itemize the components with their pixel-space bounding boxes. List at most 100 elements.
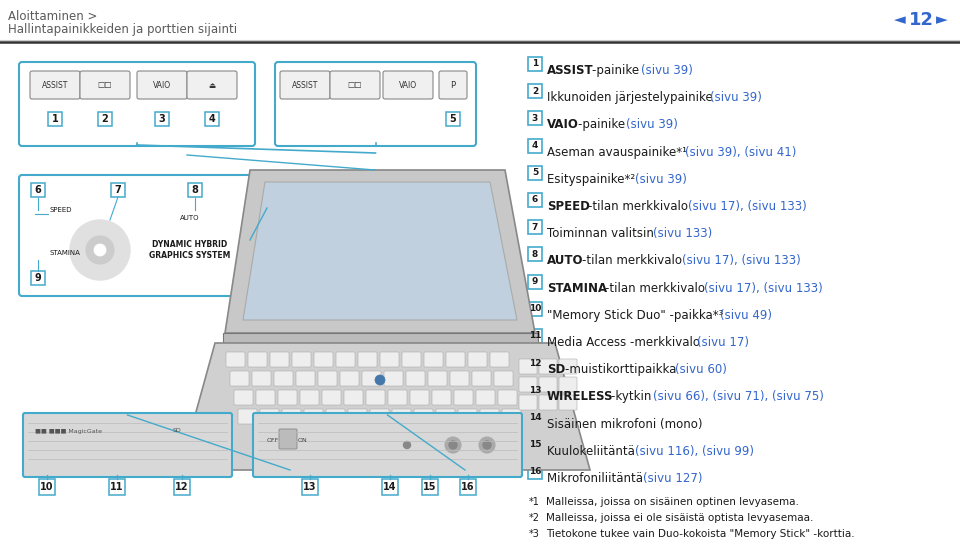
- FancyBboxPatch shape: [270, 352, 289, 367]
- FancyBboxPatch shape: [137, 71, 187, 99]
- FancyBboxPatch shape: [528, 220, 542, 234]
- Text: (sivu 39), (sivu 41): (sivu 39), (sivu 41): [685, 146, 797, 158]
- FancyBboxPatch shape: [155, 112, 169, 126]
- Circle shape: [94, 244, 106, 256]
- Text: 12: 12: [908, 11, 933, 29]
- Text: -muistikorttipaikka: -muistikorttipaikka: [564, 363, 680, 376]
- Text: (sivu 127): (sivu 127): [643, 472, 703, 485]
- Text: VAIO: VAIO: [547, 118, 579, 131]
- Text: Aseman avauspainike*¹: Aseman avauspainike*¹: [547, 146, 691, 158]
- Text: (sivu 39): (sivu 39): [636, 173, 687, 186]
- FancyBboxPatch shape: [539, 359, 557, 374]
- FancyBboxPatch shape: [519, 395, 537, 410]
- FancyBboxPatch shape: [528, 465, 542, 479]
- Text: 7: 7: [532, 223, 539, 232]
- FancyBboxPatch shape: [559, 359, 577, 374]
- Text: P: P: [450, 80, 456, 89]
- FancyBboxPatch shape: [458, 409, 477, 424]
- Text: Tietokone tukee vain Duo-kokoista "Memory Stick" -korttia.: Tietokone tukee vain Duo-kokoista "Memor…: [546, 529, 854, 539]
- FancyBboxPatch shape: [48, 112, 62, 126]
- FancyBboxPatch shape: [282, 409, 301, 424]
- FancyBboxPatch shape: [559, 395, 577, 410]
- Text: 6: 6: [35, 185, 41, 195]
- FancyBboxPatch shape: [248, 352, 267, 367]
- Text: SD: SD: [173, 429, 181, 434]
- Text: -painike: -painike: [591, 64, 642, 77]
- FancyBboxPatch shape: [528, 112, 542, 126]
- FancyBboxPatch shape: [422, 479, 438, 495]
- Text: (sivu 66), (sivu 71), (sivu 75): (sivu 66), (sivu 71), (sivu 75): [653, 391, 824, 403]
- FancyBboxPatch shape: [528, 247, 542, 261]
- FancyBboxPatch shape: [528, 438, 542, 452]
- Text: AUTO: AUTO: [547, 254, 584, 267]
- Text: -painike: -painike: [578, 118, 629, 131]
- FancyBboxPatch shape: [31, 271, 45, 285]
- Text: 8: 8: [532, 250, 539, 259]
- FancyBboxPatch shape: [280, 71, 330, 99]
- FancyBboxPatch shape: [362, 371, 381, 386]
- FancyBboxPatch shape: [300, 390, 319, 405]
- FancyBboxPatch shape: [528, 166, 542, 180]
- FancyBboxPatch shape: [30, 71, 80, 99]
- FancyBboxPatch shape: [528, 356, 542, 370]
- Circle shape: [70, 220, 130, 280]
- FancyBboxPatch shape: [446, 112, 460, 126]
- Text: (sivu 17): (sivu 17): [698, 336, 750, 349]
- Circle shape: [445, 437, 461, 453]
- FancyBboxPatch shape: [238, 409, 257, 424]
- Text: ASSIST: ASSIST: [547, 64, 593, 77]
- Circle shape: [483, 441, 491, 449]
- FancyBboxPatch shape: [406, 371, 425, 386]
- Text: VAIO: VAIO: [153, 80, 171, 89]
- Text: WIRELESS: WIRELESS: [547, 391, 613, 403]
- Text: DYNAMIC HYBRID
GRAPHICS SYSTEM: DYNAMIC HYBRID GRAPHICS SYSTEM: [150, 240, 230, 259]
- Text: (sivu 60): (sivu 60): [675, 363, 727, 376]
- Circle shape: [479, 437, 495, 453]
- FancyBboxPatch shape: [314, 352, 333, 367]
- Text: 4: 4: [208, 114, 215, 124]
- FancyBboxPatch shape: [539, 377, 557, 392]
- FancyBboxPatch shape: [326, 409, 345, 424]
- Circle shape: [86, 236, 114, 264]
- Text: 3: 3: [532, 114, 539, 123]
- FancyBboxPatch shape: [436, 409, 455, 424]
- FancyBboxPatch shape: [111, 183, 125, 197]
- FancyBboxPatch shape: [336, 352, 355, 367]
- FancyBboxPatch shape: [402, 352, 421, 367]
- FancyBboxPatch shape: [252, 371, 271, 386]
- Text: 12: 12: [176, 482, 189, 492]
- Text: (sivu 39): (sivu 39): [640, 64, 692, 77]
- Text: Hallintapainikkeiden ja porttien sijainti: Hallintapainikkeiden ja porttien sijaint…: [8, 23, 237, 36]
- FancyBboxPatch shape: [260, 409, 279, 424]
- Text: -tilan merkkivalo: -tilan merkkivalo: [588, 200, 692, 213]
- FancyBboxPatch shape: [392, 409, 411, 424]
- Text: ►: ►: [936, 12, 948, 27]
- Text: 7: 7: [114, 185, 121, 195]
- Text: (sivu 17), (sivu 133): (sivu 17), (sivu 133): [682, 254, 801, 267]
- Text: (sivu 39): (sivu 39): [627, 118, 679, 131]
- FancyBboxPatch shape: [223, 333, 538, 343]
- FancyBboxPatch shape: [340, 371, 359, 386]
- FancyBboxPatch shape: [304, 409, 323, 424]
- FancyBboxPatch shape: [275, 62, 476, 146]
- Text: "Memory Stick Duo" -paikka*³: "Memory Stick Duo" -paikka*³: [547, 309, 727, 322]
- FancyBboxPatch shape: [480, 409, 499, 424]
- Text: 3: 3: [158, 114, 165, 124]
- Text: *1: *1: [529, 497, 540, 507]
- Text: Sisäinen mikrofoni (mono): Sisäinen mikrofoni (mono): [547, 417, 703, 431]
- Text: SD: SD: [547, 363, 565, 376]
- Polygon shape: [243, 182, 517, 320]
- Text: Toiminnan valitsin: Toiminnan valitsin: [547, 227, 658, 240]
- FancyBboxPatch shape: [384, 371, 403, 386]
- FancyBboxPatch shape: [187, 71, 237, 99]
- Text: 13: 13: [529, 386, 541, 395]
- FancyBboxPatch shape: [528, 329, 542, 343]
- FancyBboxPatch shape: [226, 352, 245, 367]
- Text: STAMINA: STAMINA: [547, 282, 607, 295]
- Text: 2: 2: [532, 86, 539, 96]
- FancyBboxPatch shape: [454, 390, 473, 405]
- FancyBboxPatch shape: [318, 371, 337, 386]
- Text: Aloittaminen >: Aloittaminen >: [8, 10, 97, 23]
- Text: Kuulokeliitäntä: Kuulokeliitäntä: [547, 445, 638, 458]
- FancyBboxPatch shape: [348, 409, 367, 424]
